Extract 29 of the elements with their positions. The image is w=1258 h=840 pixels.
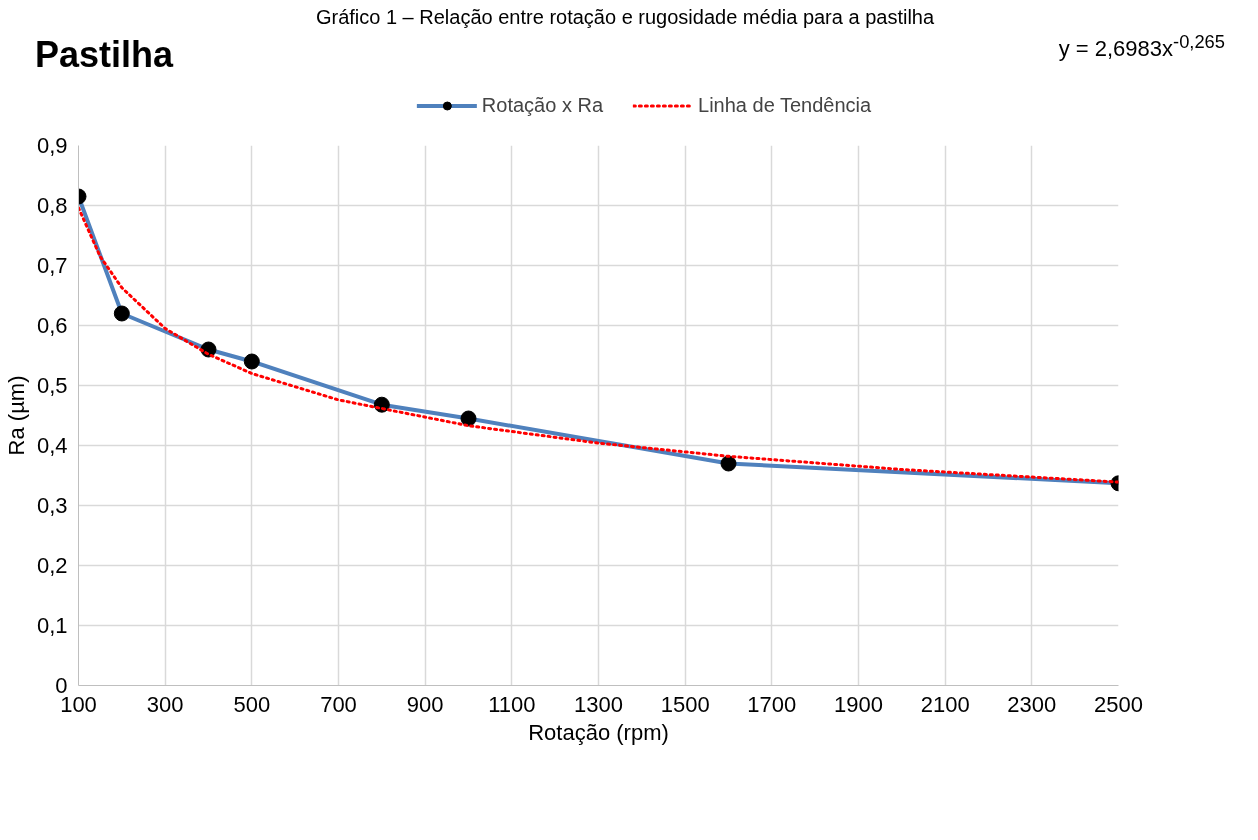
x-tick-label: 1100 [488,691,536,717]
y-tick-label: 0,7 [36,253,68,278]
legend-label: Rotação x Ra [481,93,604,117]
x-tick-label: 2100 [920,691,970,717]
text: Gráfico 1 – Relação entre rotação e rugosidade média para a pastilha [314,5,936,29]
y-tick-label: 0,8 [36,193,68,218]
x-tick-label: 300 [146,691,184,717]
y-axis-title: Ra (µm) [3,375,29,456]
x-tick-label: 700 [320,691,357,717]
y-tick-label: 0,3 [36,493,68,518]
y-tick-label: 0 [55,673,68,698]
x-tick-label: 500 [233,691,271,717]
y-tick-label: 0,2 [36,553,68,578]
x-tick-label: 2300 [1007,691,1057,717]
y-tick-label: 0,4 [36,433,68,458]
y-tick-label: 0,1 [36,613,68,638]
x-tick-label: 1900 [834,691,883,717]
x-tick-label: 1500 [660,691,710,717]
y-tick-label: 0,9 [36,133,68,158]
x-tick-label: 2500 [1094,691,1143,717]
x-tick-label: 1300 [574,691,623,717]
x-tick-label: 1700 [747,691,797,717]
y-tick-label: 0,5 [36,373,68,398]
x-tick-label: 900 [406,691,444,717]
y-tick-label: 0,6 [36,313,68,338]
x-axis-title: Rotação (rpm) [528,719,669,745]
legend-label: Linha de Tendência [698,93,872,117]
chart-title: Pastilha [34,33,174,77]
text: y = 2,6983x$^{-0,265}$ [1058,30,1226,64]
